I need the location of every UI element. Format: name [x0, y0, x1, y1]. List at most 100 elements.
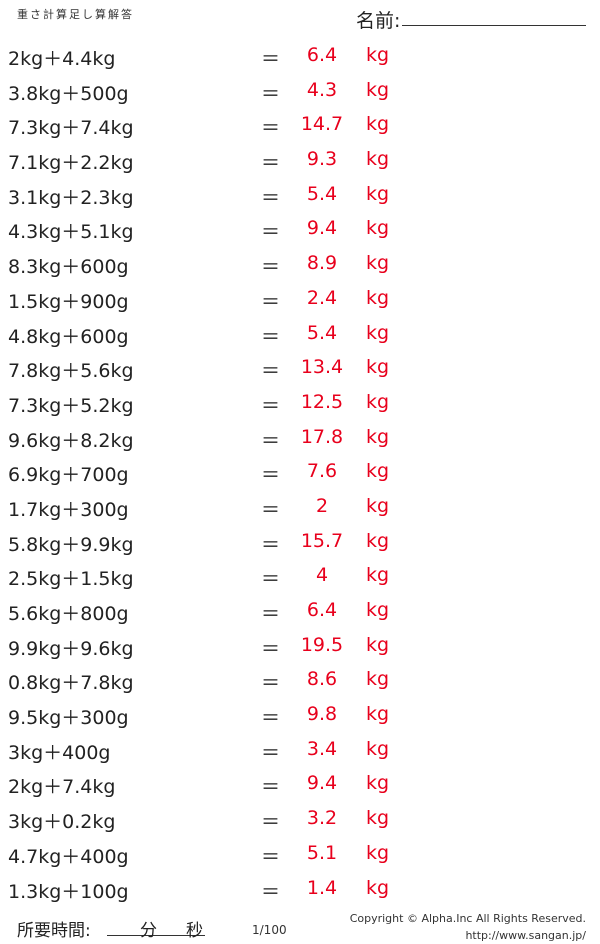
- problem-row: 7.3kg＋5.2kg ＝ 12.5 kg: [0, 387, 600, 422]
- equals-sign: ＝: [261, 360, 281, 383]
- answer-text: 9.4: [306, 217, 338, 240]
- problem-row: 6.9kg＋700g ＝ 7.6 kg: [0, 456, 600, 491]
- problem-row: 9.6kg＋8.2kg ＝ 17.8 kg: [0, 422, 600, 457]
- problem-text: 0.8kg＋7.8kg: [8, 672, 134, 695]
- problem-row: 3kg＋400g ＝ 3.4 kg: [0, 734, 600, 769]
- answer-text: 14.7: [300, 113, 344, 136]
- problem-row: 7.3kg＋7.4kg ＝ 14.7 kg: [0, 109, 600, 144]
- equals-sign: ＝: [261, 186, 281, 209]
- problem-text: 7.8kg＋5.6kg: [8, 360, 134, 383]
- unit-text: kg: [366, 356, 390, 379]
- equals-sign: ＝: [261, 464, 281, 487]
- problem-row: 9.9kg＋9.6kg ＝ 19.5 kg: [0, 630, 600, 665]
- unit-text: kg: [366, 807, 390, 830]
- answer-text: 3.4: [306, 737, 338, 760]
- equals-sign: ＝: [261, 394, 281, 417]
- unit-text: kg: [366, 529, 390, 552]
- problem-text: 3kg＋0.2kg: [8, 811, 116, 834]
- unit-text: kg: [366, 737, 390, 760]
- problem-row: 2.5kg＋1.5kg ＝ 4 kg: [0, 560, 600, 595]
- problem-row: 0.8kg＋7.8kg ＝ 8.6 kg: [0, 664, 600, 699]
- problem-text: 7.3kg＋7.4kg: [8, 117, 134, 140]
- answer-text: 5.1: [306, 841, 338, 864]
- problem-text: 3.8kg＋500g: [8, 82, 129, 105]
- unit-text: kg: [366, 217, 390, 240]
- equals-sign: ＝: [261, 325, 281, 348]
- problem-row: 1.5kg＋900g ＝ 2.4 kg: [0, 283, 600, 318]
- problem-row: 8.3kg＋600g ＝ 8.9 kg: [0, 248, 600, 283]
- page-number: 1/100: [252, 923, 287, 937]
- name-label: 名前:: [356, 10, 401, 32]
- equals-sign: ＝: [261, 603, 281, 625]
- problem-row: 7.1kg＋2.2kg ＝ 9.3 kg: [0, 144, 600, 179]
- unit-text: kg: [366, 148, 390, 171]
- equals-sign: ＝: [261, 221, 281, 244]
- problem-text: 6.9kg＋700g: [8, 464, 129, 487]
- problem-list: 2kg＋4.4kg ＝ 6.4 kg 3.8kg＋500g ＝ 4.3 kg 7.3kg＋7.4…: [0, 40, 600, 907]
- equals-sign: ＝: [261, 672, 281, 695]
- problem-text: 1.7kg＋300g: [8, 498, 129, 521]
- equals-sign: ＝: [261, 741, 281, 764]
- problem-row: 9.5kg＋300g ＝ 9.8 kg: [0, 699, 600, 734]
- unit-text: kg: [366, 44, 390, 66]
- problem-text: 8.3kg＋600g: [8, 256, 129, 279]
- problem-text: 7.3kg＋5.2kg: [8, 394, 134, 417]
- problem-text: 3kg＋400g: [8, 741, 111, 764]
- problem-row: 4.8kg＋600g ＝ 5.4 kg: [0, 318, 600, 353]
- problem-row: 2kg＋7.4kg ＝ 9.4 kg: [0, 768, 600, 803]
- problem-text: 2kg＋4.4kg: [8, 48, 116, 70]
- unit-text: kg: [366, 564, 390, 587]
- time-field-line: [107, 935, 205, 936]
- worksheet-title: 重さ計算足し算解答: [17, 8, 134, 21]
- equals-sign: ＝: [261, 568, 281, 591]
- unit-text: kg: [366, 841, 390, 864]
- unit-text: kg: [366, 876, 390, 899]
- answer-text: 2.4: [306, 286, 338, 309]
- answer-text: 12.5: [300, 390, 344, 413]
- equals-sign: ＝: [261, 637, 281, 660]
- problem-row: 3.8kg＋500g ＝ 4.3 kg: [0, 75, 600, 110]
- equals-sign: ＝: [261, 152, 281, 175]
- copyright-block: Copyright © Alpha.Inc All Rights Reserve…: [350, 910, 586, 944]
- time-label: 所要時間:: [17, 921, 91, 941]
- problem-text: 1.3kg＋100g: [8, 880, 129, 903]
- unit-text: kg: [366, 494, 390, 517]
- unit-text: kg: [366, 460, 390, 483]
- answer-text: 6.4: [306, 44, 338, 66]
- unit-text: kg: [366, 425, 390, 448]
- problem-text: 2.5kg＋1.5kg: [8, 568, 134, 591]
- problem-text: 1.5kg＋900g: [8, 290, 129, 313]
- problem-row: 2kg＋4.4kg ＝ 6.4 kg: [0, 40, 600, 75]
- answer-text: 1.4: [306, 876, 338, 899]
- name-field-line: [402, 25, 586, 26]
- problem-text: 2kg＋7.4kg: [8, 776, 116, 799]
- problem-row: 3.1kg＋2.3kg ＝ 5.4 kg: [0, 179, 600, 214]
- unit-text: kg: [366, 668, 390, 691]
- answer-text: 7.6: [306, 460, 338, 483]
- unit-text: kg: [366, 599, 390, 621]
- unit-text: kg: [366, 703, 390, 726]
- problem-text: 4.3kg＋5.1kg: [8, 221, 134, 244]
- answer-text: 15.7: [300, 529, 344, 552]
- equals-sign: ＝: [261, 82, 281, 105]
- answer-text: 13.4: [300, 356, 344, 379]
- unit-text: kg: [366, 78, 390, 101]
- answer-text: 17.8: [300, 425, 344, 448]
- equals-sign: ＝: [261, 533, 281, 556]
- unit-text: kg: [366, 252, 390, 275]
- unit-text: kg: [366, 633, 390, 656]
- equals-sign: ＝: [261, 811, 281, 834]
- problem-row: 4.7kg＋400g ＝ 5.1 kg: [0, 838, 600, 873]
- equals-sign: ＝: [261, 776, 281, 799]
- equals-sign: ＝: [261, 880, 281, 903]
- equals-sign: ＝: [261, 429, 281, 452]
- unit-text: kg: [366, 390, 390, 413]
- equals-sign: ＝: [261, 256, 281, 279]
- equals-sign: ＝: [261, 845, 281, 868]
- problem-row: 5.6kg＋800g ＝ 6.4 kg: [0, 595, 600, 630]
- answer-text: 4: [315, 564, 329, 587]
- problem-text: 4.8kg＋600g: [8, 325, 129, 348]
- problem-row: 1.3kg＋100g ＝ 1.4 kg: [0, 873, 600, 908]
- site-url: http://www.sangan.jp/: [465, 929, 586, 942]
- answer-text: 6.4: [306, 599, 338, 621]
